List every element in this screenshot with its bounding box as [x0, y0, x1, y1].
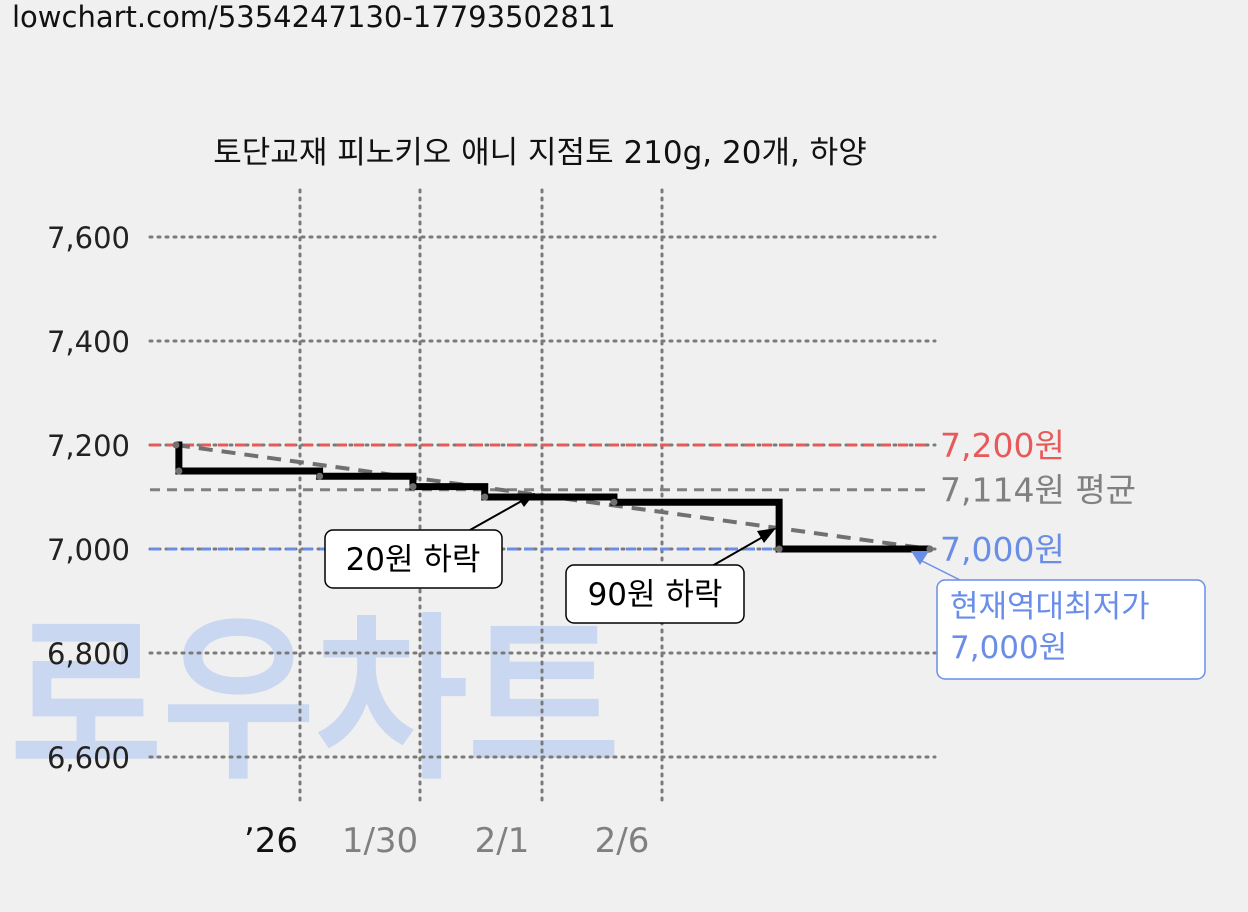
- price-series-line: [175, 441, 930, 553]
- x-tick-label: ’26: [244, 821, 298, 861]
- reference-label: 7,000원: [940, 530, 1065, 569]
- y-axis-ticks: 7,600 7,400 7,200 7,000 6,800 6,600: [47, 221, 130, 775]
- y-tick-label: 7,200: [47, 429, 130, 463]
- series-point: [610, 498, 618, 506]
- reference-labels: 7,200원 7,114원 평균 7,000원: [940, 426, 1136, 569]
- annotation-arrow: [469, 497, 528, 531]
- x-tick-label: 2/6: [595, 821, 650, 861]
- x-axis-ticks: ’26 1/30 2/1 2/6: [244, 821, 649, 861]
- callout-line-1: 현재역대최저가: [950, 589, 1150, 625]
- y-tick-label: 6,600: [47, 741, 130, 775]
- annotation-arrowhead: [757, 528, 776, 543]
- annotation-text: 20원 하락: [346, 542, 481, 578]
- series-point: [926, 545, 934, 553]
- callout-pointer: [911, 551, 929, 565]
- series-point: [316, 472, 324, 480]
- annotation-drop-20: 20원 하락: [324, 493, 535, 589]
- series-point: [775, 545, 783, 553]
- y-tick-label: 7,000: [47, 533, 130, 567]
- annotation-drop-90: 90원 하락: [565, 528, 776, 624]
- annotation-text: 90원 하락: [588, 577, 723, 613]
- annotation-arrowhead: [516, 493, 535, 507]
- series-point: [172, 441, 180, 449]
- callout-line-2: 7,000원: [950, 630, 1067, 666]
- x-tick-label: 2/1: [475, 821, 530, 861]
- reference-label: 7,114원 평균: [940, 471, 1136, 510]
- callout-box: [936, 579, 1206, 680]
- annotation-arrow: [711, 533, 769, 567]
- y-tick-label: 7,400: [47, 325, 130, 359]
- chart-title: 토단교재 피노키오 애니 지점토 210g, 20개, 하양: [213, 135, 866, 171]
- series-point: [409, 483, 417, 491]
- page-url: lowchart.com/5354247130-17793502811: [12, 0, 616, 34]
- annotation-box: [324, 529, 503, 589]
- watermark: 로우차트: [10, 597, 620, 804]
- annotation-box: [565, 564, 745, 624]
- lowest-price-callout: 현재역대최저가 7,000원: [911, 551, 1206, 680]
- series-point: [481, 493, 489, 501]
- series-points: [172, 441, 934, 553]
- reference-label: 7,200원: [940, 426, 1065, 465]
- series-point: [175, 467, 183, 475]
- x-tick-label: 1/30: [342, 821, 418, 861]
- y-tick-label: 7,600: [47, 221, 130, 255]
- y-tick-label: 6,800: [47, 637, 130, 671]
